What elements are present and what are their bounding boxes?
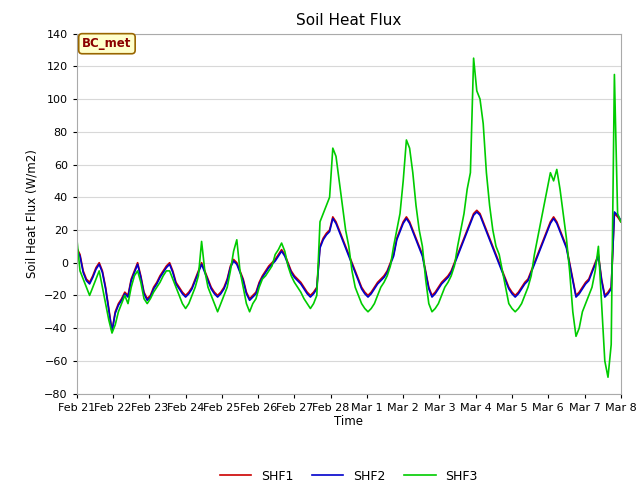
SHF2 <box>617 217 625 223</box>
SHF1 <box>473 207 481 213</box>
SHF3 <box>604 374 612 380</box>
SHF3 <box>73 235 81 241</box>
SHF2 <box>415 245 423 251</box>
SHF1 <box>540 235 548 241</box>
SHF2 <box>396 229 404 235</box>
Text: BC_met: BC_met <box>82 37 132 50</box>
SHF3 <box>470 55 477 61</box>
SHF3 <box>393 227 401 233</box>
SHF3 <box>537 219 545 225</box>
SHF2 <box>108 328 116 334</box>
SHF2 <box>457 245 465 251</box>
SHF1 <box>566 260 573 265</box>
SHF2 <box>473 209 481 215</box>
SHF1 <box>396 227 404 233</box>
SHF2 <box>566 262 573 267</box>
SHF1 <box>457 243 465 249</box>
SHF3 <box>172 284 180 290</box>
SHF3 <box>563 235 570 241</box>
SHF1 <box>617 219 625 225</box>
SHF3 <box>617 219 625 225</box>
SHF2 <box>175 286 183 292</box>
SHF2 <box>73 247 81 252</box>
SHF1 <box>415 243 423 249</box>
Y-axis label: Soil Heat Flux (W/m2): Soil Heat Flux (W/m2) <box>26 149 38 278</box>
SHF1 <box>73 245 81 251</box>
Line: SHF2: SHF2 <box>77 212 621 331</box>
SHF1 <box>175 284 183 290</box>
Legend: SHF1, SHF2, SHF3: SHF1, SHF2, SHF3 <box>214 465 483 480</box>
SHF3 <box>412 203 420 208</box>
Line: SHF3: SHF3 <box>77 58 621 377</box>
SHF3 <box>454 243 461 249</box>
Title: Soil Heat Flux: Soil Heat Flux <box>296 13 401 28</box>
X-axis label: Time: Time <box>334 415 364 429</box>
SHF2 <box>540 237 548 243</box>
SHF1 <box>108 328 116 334</box>
Line: SHF1: SHF1 <box>77 210 621 331</box>
